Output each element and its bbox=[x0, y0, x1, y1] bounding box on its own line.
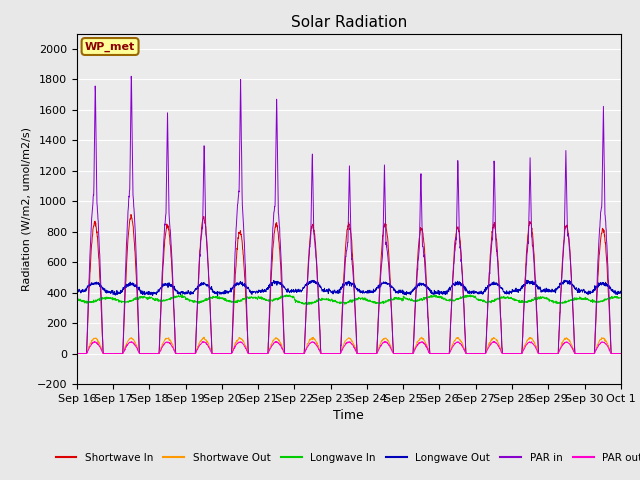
Longwave Out bbox=[570, 283, 577, 289]
PAR in bbox=[127, 73, 135, 79]
Longwave In bbox=[570, 295, 577, 301]
Longwave In bbox=[73, 296, 81, 302]
Legend: Shortwave In, Shortwave Out, Longwave In, Longwave Out, PAR in, PAR out: Shortwave In, Shortwave Out, Longwave In… bbox=[51, 449, 640, 467]
Line: Shortwave In: Shortwave In bbox=[77, 215, 621, 354]
Shortwave In bbox=[584, 351, 592, 357]
Longwave In bbox=[179, 292, 186, 298]
PAR in bbox=[617, 351, 625, 357]
Longwave Out bbox=[376, 283, 384, 288]
X-axis label: Time: Time bbox=[333, 409, 364, 422]
Shortwave Out bbox=[418, 334, 426, 340]
PAR in bbox=[73, 351, 81, 357]
Shortwave Out bbox=[617, 351, 625, 357]
PAR in bbox=[225, 351, 232, 357]
Y-axis label: Radiation (W/m2, umol/m2/s): Radiation (W/m2, umol/m2/s) bbox=[21, 127, 31, 291]
Shortwave Out bbox=[507, 351, 515, 357]
Line: Longwave Out: Longwave Out bbox=[77, 280, 621, 296]
Longwave Out bbox=[584, 289, 592, 295]
Longwave In bbox=[225, 298, 232, 304]
Shortwave In bbox=[507, 351, 515, 357]
PAR out bbox=[376, 344, 384, 350]
Line: PAR in: PAR in bbox=[77, 76, 621, 354]
PAR out bbox=[507, 351, 515, 357]
Longwave Out bbox=[214, 293, 221, 299]
Longwave Out bbox=[523, 277, 531, 283]
Longwave In bbox=[365, 298, 372, 303]
Longwave Out bbox=[225, 289, 232, 295]
Line: PAR out: PAR out bbox=[77, 341, 621, 354]
Shortwave In bbox=[127, 212, 135, 217]
Longwave Out bbox=[617, 288, 625, 294]
Shortwave Out bbox=[376, 342, 384, 348]
PAR in bbox=[376, 277, 384, 283]
Shortwave Out bbox=[365, 351, 372, 357]
PAR in bbox=[569, 308, 577, 314]
PAR in bbox=[584, 351, 592, 357]
Title: Solar Radiation: Solar Radiation bbox=[291, 15, 407, 30]
PAR out bbox=[617, 351, 625, 357]
Shortwave In bbox=[617, 351, 625, 357]
PAR out bbox=[225, 351, 232, 357]
Shortwave Out bbox=[584, 351, 592, 357]
Shortwave In bbox=[569, 305, 577, 311]
Longwave In bbox=[377, 300, 385, 306]
PAR out bbox=[569, 347, 577, 352]
PAR out bbox=[584, 351, 592, 357]
Line: Longwave In: Longwave In bbox=[77, 295, 621, 305]
Shortwave In bbox=[225, 351, 232, 357]
PAR in bbox=[365, 351, 372, 357]
Longwave In bbox=[508, 294, 515, 300]
Text: WP_met: WP_met bbox=[85, 41, 135, 52]
Shortwave Out bbox=[569, 346, 577, 351]
Shortwave Out bbox=[225, 351, 232, 357]
Shortwave Out bbox=[73, 351, 81, 357]
Shortwave In bbox=[73, 351, 81, 357]
Longwave In bbox=[617, 295, 625, 300]
PAR in bbox=[507, 351, 515, 357]
Longwave Out bbox=[365, 290, 372, 296]
Longwave Out bbox=[507, 290, 515, 296]
Line: Shortwave Out: Shortwave Out bbox=[77, 337, 621, 354]
PAR out bbox=[381, 338, 388, 344]
Longwave In bbox=[584, 297, 592, 302]
Longwave Out bbox=[73, 288, 81, 294]
PAR out bbox=[365, 351, 372, 357]
PAR out bbox=[73, 351, 81, 357]
Shortwave In bbox=[376, 270, 384, 276]
Shortwave In bbox=[365, 351, 372, 357]
Longwave In bbox=[303, 302, 310, 308]
